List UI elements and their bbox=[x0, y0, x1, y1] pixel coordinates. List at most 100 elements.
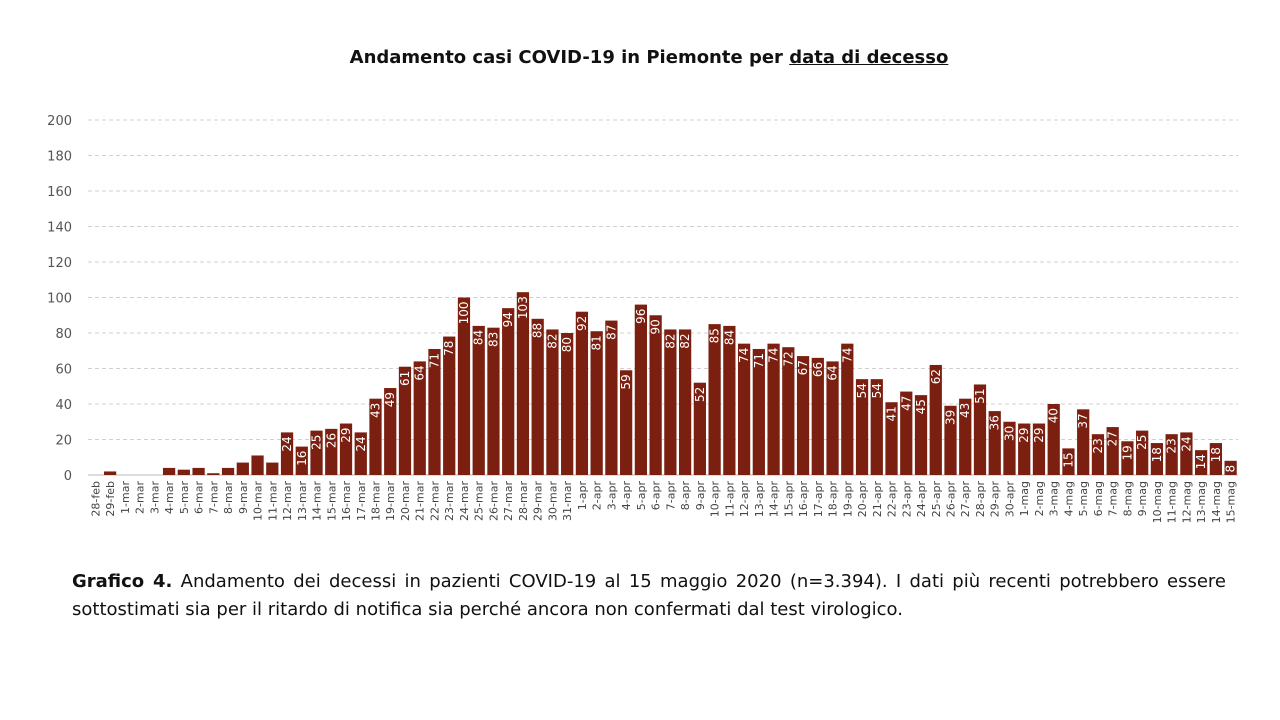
bar-data-label: 37 bbox=[1076, 413, 1090, 428]
bar bbox=[162, 467, 176, 475]
bar-data-label: 67 bbox=[796, 360, 810, 375]
bar-data-label: 81 bbox=[590, 335, 604, 350]
x-tick-label: 9-apr bbox=[694, 481, 707, 511]
x-tick-label: 25-apr bbox=[930, 481, 943, 518]
bar bbox=[708, 324, 721, 475]
x-tick-label: 30-mar bbox=[546, 481, 559, 521]
bar-data-label: 87 bbox=[604, 325, 618, 340]
x-tick-label: 8-apr bbox=[679, 481, 692, 511]
bar-data-label: 54 bbox=[870, 383, 884, 398]
bar bbox=[885, 402, 898, 475]
bar bbox=[811, 357, 824, 475]
bar-data-label: 84 bbox=[472, 330, 486, 345]
bar bbox=[266, 462, 279, 475]
x-tick-label: 28-feb bbox=[89, 481, 102, 517]
bar bbox=[413, 361, 426, 475]
bar bbox=[1195, 450, 1208, 475]
bar-data-label: 61 bbox=[398, 371, 412, 386]
x-tick-label: 11-apr bbox=[723, 481, 736, 518]
x-tick-label: 12-mar bbox=[281, 481, 294, 521]
x-tick-label: 21-apr bbox=[871, 481, 884, 518]
bar bbox=[737, 343, 751, 475]
y-tick-label: 120 bbox=[47, 256, 72, 271]
x-tick-label: 27-mar bbox=[502, 481, 515, 521]
x-tick-label: 11-mar bbox=[266, 481, 279, 521]
bar-data-label: 25 bbox=[1135, 435, 1149, 450]
x-tick-label: 19-apr bbox=[841, 481, 854, 518]
x-tick-label: 18-apr bbox=[827, 481, 840, 518]
bar-data-label: 40 bbox=[1047, 408, 1061, 423]
bar-data-label: 23 bbox=[1091, 438, 1105, 453]
x-tick-label: 15-mag bbox=[1225, 481, 1238, 523]
x-tick-label: 16-mar bbox=[340, 481, 353, 521]
bar-data-label: 16 bbox=[295, 451, 309, 466]
bar-data-label: 62 bbox=[929, 369, 943, 384]
x-tick-label: 29-apr bbox=[989, 481, 1002, 518]
bar-data-label: 85 bbox=[708, 328, 722, 343]
x-tick-label: 10-apr bbox=[709, 481, 722, 518]
bar bbox=[531, 318, 544, 475]
bar bbox=[826, 361, 839, 475]
x-tick-label: 22-apr bbox=[886, 481, 899, 518]
bar-data-label: 74 bbox=[737, 348, 751, 363]
bar-data-label: 92 bbox=[575, 316, 589, 331]
bar bbox=[752, 348, 765, 475]
x-tick-label: 18-mar bbox=[370, 481, 383, 521]
bar bbox=[280, 432, 294, 475]
x-tick-label: 23-apr bbox=[900, 481, 913, 518]
x-tick-label: 23-mar bbox=[443, 481, 456, 521]
bar-data-label: 24 bbox=[280, 436, 294, 451]
x-tick-label: 1-mag bbox=[1018, 481, 1031, 516]
x-tick-label: 17-apr bbox=[812, 481, 825, 518]
x-tick-label: 4-mag bbox=[1062, 481, 1075, 516]
x-tick-label: 14-apr bbox=[768, 481, 781, 518]
bar bbox=[900, 391, 913, 475]
bar bbox=[796, 356, 810, 475]
bar-data-label: 14 bbox=[1194, 454, 1208, 469]
bar-data-label: 19 bbox=[1120, 445, 1134, 460]
caption-text: Andamento dei decessi in pazienti COVID-… bbox=[72, 571, 1226, 620]
bar bbox=[649, 315, 662, 475]
bar-data-label: 26 bbox=[324, 433, 338, 448]
bar bbox=[103, 471, 117, 475]
x-tick-label: 4-mar bbox=[163, 481, 176, 514]
bar bbox=[457, 297, 471, 475]
bar bbox=[369, 398, 382, 475]
x-tick-label: 27-apr bbox=[959, 481, 972, 518]
bar bbox=[959, 398, 972, 475]
bar-data-label: 54 bbox=[855, 383, 869, 398]
bar bbox=[428, 348, 441, 475]
x-tick-label: 20-apr bbox=[856, 481, 869, 518]
bar-data-label: 43 bbox=[369, 403, 383, 418]
bar bbox=[516, 292, 530, 475]
bar-data-label: 41 bbox=[885, 406, 899, 421]
bar bbox=[1018, 423, 1031, 475]
bar-data-label: 25 bbox=[310, 435, 324, 450]
bar bbox=[678, 329, 692, 475]
bar-data-label: 74 bbox=[767, 348, 781, 363]
bar bbox=[295, 446, 308, 475]
bar-data-label: 24 bbox=[1179, 436, 1193, 451]
bar bbox=[1209, 443, 1223, 475]
bar-data-label: 45 bbox=[914, 399, 928, 414]
bar bbox=[546, 329, 559, 475]
x-tick-label: 3-mag bbox=[1048, 481, 1061, 516]
bar-data-label: 80 bbox=[560, 337, 574, 352]
chart-title-underlined: data di decesso bbox=[789, 47, 949, 68]
x-tick-label: 7-mag bbox=[1107, 481, 1120, 516]
x-tick-label: 29-mar bbox=[532, 481, 545, 521]
bar bbox=[1180, 432, 1193, 475]
x-tick-label: 2-mag bbox=[1033, 481, 1046, 516]
y-tick-label: 20 bbox=[55, 434, 72, 449]
bar bbox=[177, 469, 190, 475]
bar bbox=[384, 388, 397, 475]
x-tick-label: 2-mar bbox=[134, 481, 147, 514]
bar bbox=[1136, 430, 1149, 475]
bar bbox=[605, 320, 618, 475]
bar-data-label: 43 bbox=[958, 403, 972, 418]
bar bbox=[1224, 460, 1237, 475]
bar-data-label: 82 bbox=[663, 333, 677, 348]
bar-data-label: 94 bbox=[501, 312, 515, 327]
x-tick-label: 26-apr bbox=[945, 481, 958, 518]
